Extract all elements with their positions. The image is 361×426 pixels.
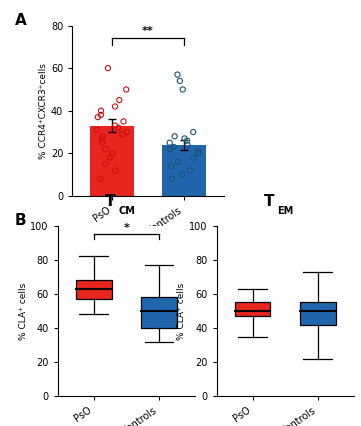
Point xyxy=(196,148,201,155)
Point xyxy=(171,144,177,150)
Point xyxy=(175,71,180,78)
Point xyxy=(196,150,202,157)
Point xyxy=(112,122,118,129)
Point xyxy=(103,146,109,153)
Point xyxy=(123,86,129,93)
Point xyxy=(169,163,174,170)
Point xyxy=(112,103,118,110)
Point xyxy=(172,133,178,140)
Point xyxy=(184,141,190,148)
Text: B: B xyxy=(14,213,26,228)
Point xyxy=(113,167,118,174)
Point xyxy=(99,135,105,142)
Point xyxy=(191,154,197,161)
Point xyxy=(100,133,106,140)
Point xyxy=(184,137,190,144)
Text: A: A xyxy=(14,13,26,28)
Point xyxy=(121,118,126,125)
Point xyxy=(168,146,173,153)
Y-axis label: % CCR4⁺CXCR3⁺cells: % CCR4⁺CXCR3⁺cells xyxy=(39,63,48,159)
Y-axis label: % CLA⁺ cells: % CLA⁺ cells xyxy=(18,282,27,340)
Text: **: ** xyxy=(142,26,154,36)
Bar xyxy=(162,145,206,196)
Text: CM: CM xyxy=(118,206,135,216)
Point xyxy=(175,158,181,165)
Text: T: T xyxy=(105,194,116,209)
Point xyxy=(103,161,108,167)
Point xyxy=(107,154,113,161)
Point xyxy=(190,129,196,135)
Bar xyxy=(235,302,270,316)
Point xyxy=(177,78,183,84)
Point xyxy=(97,176,103,182)
Point xyxy=(98,107,104,114)
Point xyxy=(119,131,125,138)
Point xyxy=(110,150,116,157)
Point xyxy=(179,171,185,178)
Point xyxy=(187,167,193,174)
Bar xyxy=(90,126,134,196)
Point xyxy=(124,129,130,135)
Point xyxy=(99,139,105,146)
Bar xyxy=(300,302,336,325)
Text: T: T xyxy=(264,194,274,209)
Y-axis label: % CLA⁺ cells: % CLA⁺ cells xyxy=(177,282,186,340)
Point xyxy=(94,127,100,133)
Point xyxy=(182,135,187,142)
Point xyxy=(167,139,173,146)
Point xyxy=(105,65,111,72)
Bar xyxy=(76,280,112,299)
Point xyxy=(95,114,101,121)
Bar xyxy=(141,297,177,328)
Point xyxy=(116,124,121,131)
Point xyxy=(116,97,122,104)
Point xyxy=(180,86,186,93)
Text: EM: EM xyxy=(277,206,293,216)
Point xyxy=(169,176,175,182)
Text: *: * xyxy=(123,223,129,233)
Point xyxy=(98,112,104,118)
